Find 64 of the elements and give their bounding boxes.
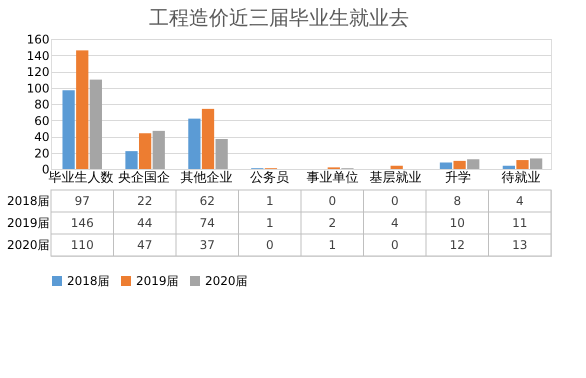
bar	[188, 118, 201, 169]
data-label: 47	[137, 238, 152, 252]
data-label: 44	[137, 216, 152, 230]
bar	[390, 166, 403, 169]
data-label: 2	[328, 216, 336, 230]
x-tick-label: 事业单位	[306, 170, 358, 186]
chart-title: 工程造价近三届毕业生就业去	[148, 6, 409, 30]
data-label: 0	[390, 194, 399, 208]
data-label: 8	[453, 194, 462, 208]
data-label: 110	[70, 238, 94, 252]
data-label: 1	[328, 238, 336, 252]
y-tick-label: 0	[42, 162, 50, 176]
bar	[216, 138, 228, 169]
x-tick-label: 公务员	[250, 170, 290, 186]
data-label: 4	[390, 216, 399, 230]
data-label: 12	[450, 238, 465, 252]
bar	[125, 151, 138, 169]
y-tick-label: 140	[26, 48, 50, 63]
x-tick-label: 升学	[445, 170, 472, 186]
legend-label: 2018届	[67, 274, 110, 288]
data-label: 62	[200, 194, 215, 208]
x-tick-label: 基层就业	[369, 170, 422, 186]
data-label: 146	[70, 216, 94, 230]
x-tick-label: 其他企业	[180, 170, 233, 186]
data-label: 13	[512, 238, 528, 252]
x-tick-label: 待就业	[502, 170, 541, 186]
y-tick-label: 20	[34, 146, 50, 160]
data-label: 74	[200, 216, 215, 230]
x-tick-label: 毕业生人数	[48, 170, 114, 186]
data-label: 97	[74, 194, 90, 208]
y-tick-label: 60	[34, 114, 50, 128]
data-label: 0	[390, 238, 399, 252]
y-tick-label: 40	[34, 130, 50, 144]
legend-label: 2020届	[205, 274, 248, 288]
data-label: 0	[328, 194, 336, 208]
y-tick-label: 160	[26, 32, 50, 46]
data-label: 11	[512, 216, 528, 230]
data-label: 22	[137, 194, 152, 208]
y-tick-label: 80	[34, 98, 50, 112]
bar	[202, 108, 214, 169]
bar	[502, 166, 515, 169]
bar	[467, 159, 480, 169]
bar	[76, 50, 88, 169]
text: 2018届	[6, 194, 50, 208]
y-tick-label: 120	[26, 65, 50, 79]
data-label: 1	[266, 194, 274, 208]
text: 2020届	[6, 238, 50, 252]
bar	[152, 130, 165, 169]
legend-label: 2019届	[136, 274, 179, 288]
x-tick-label: 央企国企	[118, 170, 170, 186]
bar	[440, 162, 452, 169]
data-label: 0	[266, 238, 274, 252]
y-tick-label: 100	[26, 81, 50, 96]
data-label: 37	[200, 238, 215, 252]
bar	[90, 80, 102, 169]
bar	[62, 90, 75, 169]
data-label: 1	[266, 216, 274, 230]
bar	[453, 160, 466, 169]
data-label: 4	[516, 194, 524, 208]
bar	[530, 158, 542, 169]
text: 2019届	[6, 216, 50, 230]
bar	[516, 160, 529, 169]
bar	[139, 133, 152, 169]
data-label: 10	[450, 216, 465, 230]
